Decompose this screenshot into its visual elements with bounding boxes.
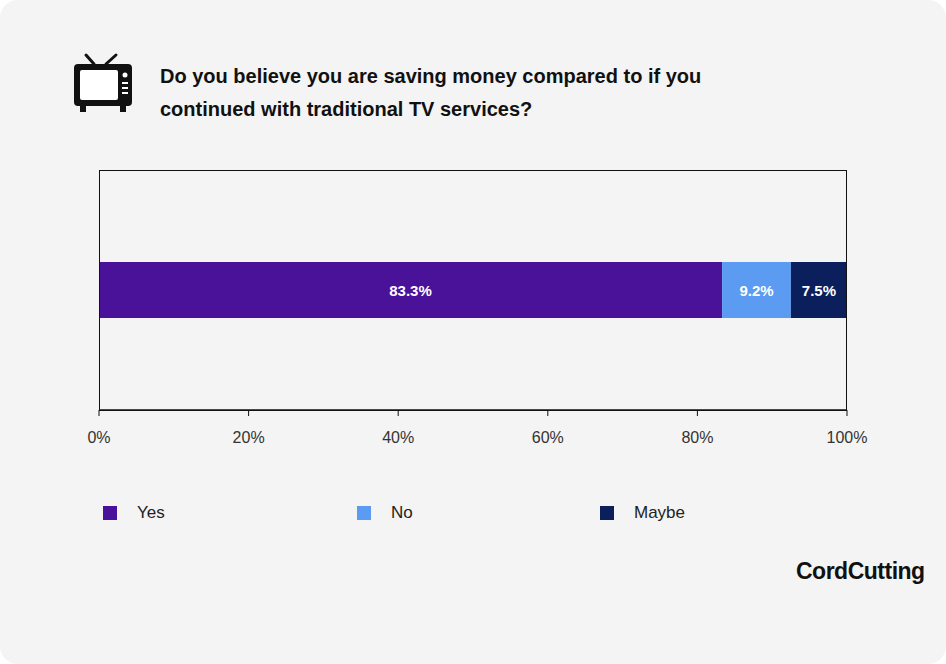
svg-text:60%: 60% [532,429,564,446]
svg-text:9.2%: 9.2% [739,282,773,299]
svg-text:100%: 100% [827,429,868,446]
svg-text:80%: 80% [681,429,713,446]
html-text:CordCutting: CordCutting [796,558,925,584]
svg-text:83.3%: 83.3% [389,282,432,299]
html-text:No: No [391,503,413,522]
svg-text:40%: 40% [382,429,414,446]
svg-text:0%: 0% [87,429,110,446]
svg-text:7.5%: 7.5% [802,282,836,299]
svg-text:20%: 20% [233,429,265,446]
html-text:Do you believe you are saving: Do you believe you are saving money comp… [160,65,702,120]
html-text:Maybe: Maybe [634,503,685,522]
html-text:Yes: Yes [137,503,165,522]
